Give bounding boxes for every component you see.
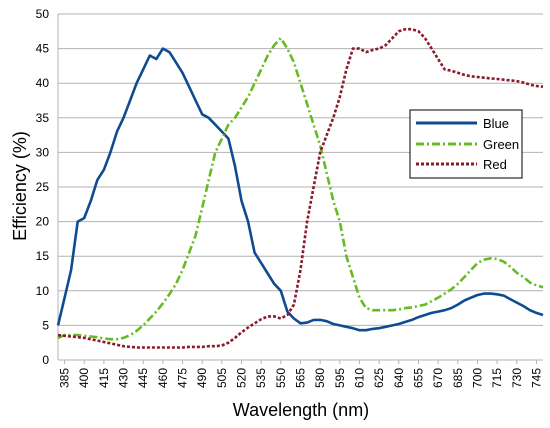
y-axis-ticks: 0 5 10 15 20 25 30 35 40 45 50 (36, 7, 50, 367)
y-tick-label: 20 (36, 215, 50, 229)
x-tick-label: 535 (254, 368, 268, 388)
x-tick-label: 385 (58, 368, 72, 388)
x-tick-label: 700 (470, 368, 484, 388)
y-tick-label: 30 (36, 145, 50, 159)
x-tick-label: 685 (451, 368, 465, 388)
y-tick-label: 15 (36, 249, 50, 263)
y-tick-label: 50 (36, 7, 50, 21)
y-axis-title: Efficiency (%) (10, 131, 30, 241)
series-line-blue (56, 47, 544, 332)
legend-label-red: Red (483, 157, 507, 172)
x-tick-label: 490 (195, 368, 209, 388)
x-tick-label: 505 (215, 368, 229, 388)
y-tick-label: 40 (36, 76, 50, 90)
x-tick-label: 670 (431, 368, 445, 388)
y-tick-label: 5 (42, 318, 49, 332)
x-tick-label: 745 (529, 368, 543, 388)
x-axis-ticks: 385 400 415 430 445 460 475 490 505 520 535 550 565 5… (58, 360, 543, 388)
x-tick-label: 400 (77, 368, 91, 388)
x-tick-label: 580 (313, 368, 327, 388)
x-tick-label: 475 (176, 368, 190, 388)
x-tick-label: 430 (117, 368, 131, 388)
legend: Blue Green Red (409, 109, 523, 179)
x-tick-label: 625 (372, 368, 386, 388)
series-line-green (57, 36, 544, 341)
gridlines (58, 13, 543, 361)
y-tick-label: 25 (36, 180, 50, 194)
x-tick-label: 445 (136, 368, 150, 388)
x-tick-label: 550 (274, 368, 288, 388)
x-tick-label: 610 (352, 368, 366, 388)
y-tick-label: 35 (36, 111, 50, 125)
x-tick-label: 640 (392, 368, 406, 388)
series-layer (56, 27, 544, 349)
y-tick-label: 10 (36, 284, 50, 298)
x-tick-label: 655 (411, 368, 425, 388)
legend-label-green: Green (483, 137, 519, 152)
series-line-red (57, 27, 544, 349)
x-axis-title: Wavelength (nm) (233, 400, 369, 420)
x-tick-label: 415 (97, 368, 111, 388)
y-tick-label: 0 (42, 353, 49, 367)
x-tick-label: 730 (510, 368, 524, 388)
x-tick-label: 460 (156, 368, 170, 388)
x-tick-label: 520 (235, 368, 249, 388)
y-tick-label: 45 (36, 42, 50, 56)
x-tick-label: 595 (333, 368, 347, 388)
legend-label-blue: Blue (483, 116, 509, 131)
x-tick-label: 565 (294, 368, 308, 388)
x-tick-label: 715 (490, 368, 504, 388)
